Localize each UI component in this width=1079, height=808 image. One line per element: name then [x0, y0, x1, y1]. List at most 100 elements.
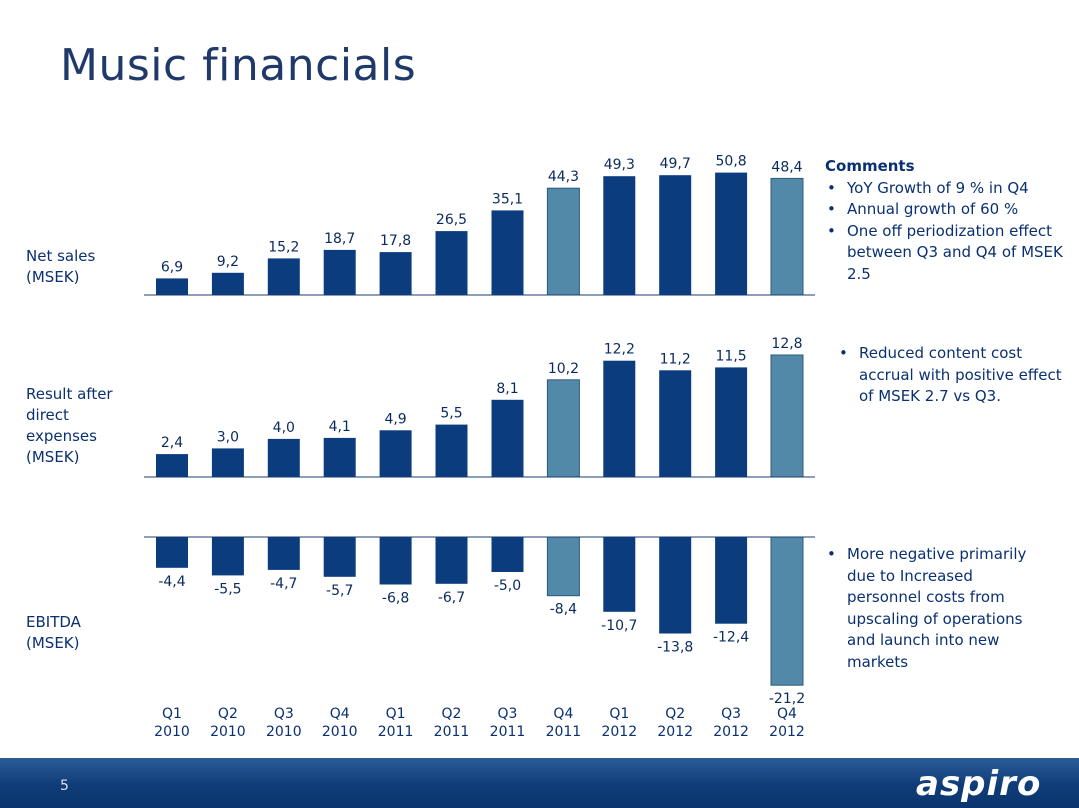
result-bar	[546, 379, 580, 478]
result-value-label: 10,2	[548, 361, 579, 377]
result-value-label: 3,0	[217, 429, 239, 445]
ebitda-label: EBITDA (MSEK)	[26, 613, 81, 652]
net_sales-value-label: 49,3	[604, 157, 635, 173]
x-tick-label: Q1 2012	[601, 706, 637, 740]
ebitda-bar	[715, 537, 748, 624]
ebitda-bar	[267, 537, 300, 570]
net_sales-bar	[211, 272, 244, 295]
result-value-label: 11,5	[716, 348, 747, 364]
result-value-label: 11,2	[660, 351, 691, 367]
ebitda-value-label: -6,8	[382, 591, 409, 607]
ebitda-value-label: -5,7	[326, 583, 353, 599]
ebitda-value-label: -4,7	[270, 576, 297, 592]
net_sales-value-label: 18,7	[324, 231, 355, 247]
x-tick-label: Q3 2012	[713, 706, 749, 740]
result-value-label: 5,5	[440, 406, 462, 422]
net_sales-bar	[379, 252, 412, 295]
result-value-label: 12,2	[604, 342, 635, 358]
ebitda-bar	[156, 537, 188, 568]
page-title: Music financials	[60, 40, 417, 91]
net_sales-bar	[546, 187, 580, 296]
net_sales-value-label: 6,9	[161, 259, 183, 275]
x-tick-label: Q4 2012	[769, 706, 805, 740]
result-bar	[379, 430, 412, 477]
x-tick-label: Q3 2010	[266, 706, 302, 740]
ebitda-value-label: -8,4	[550, 602, 577, 618]
net_sales-value-label: 9,2	[217, 254, 239, 270]
result-bar	[770, 354, 804, 478]
net-sales-label: Net sales (MSEK)	[26, 247, 96, 286]
result-bar	[211, 448, 244, 477]
result-value-label: 4,9	[384, 411, 406, 427]
comment-bullet: Annual growth of 60 %	[825, 199, 1065, 221]
comment-bullet: More negative primarily due to Increased…	[825, 544, 1050, 673]
result-bar	[659, 370, 692, 477]
result-bar	[715, 367, 748, 477]
comment-bullet: YoY Growth of 9 % in Q4	[825, 178, 1065, 200]
ebitda-value-label: -5,0	[494, 578, 521, 594]
net_sales-bar	[435, 231, 468, 295]
result-comments: Reduced content cost accrual with positi…	[837, 343, 1073, 408]
result-value-label: 2,4	[161, 435, 183, 451]
x-tick-label: Q2 2012	[657, 706, 693, 740]
net_sales-bar	[715, 172, 748, 295]
net_sales-bar	[603, 176, 636, 295]
x-tick-label: Q4 2011	[546, 706, 582, 740]
ebitda-bar	[659, 537, 692, 634]
comments-heading: Comments	[825, 157, 915, 175]
result-label: Result after direct expenses (MSEK)	[26, 385, 113, 466]
ebitda-value-label: -6,7	[438, 590, 465, 606]
ebitda-value-label: -10,7	[601, 618, 637, 634]
page-number: 5	[60, 778, 69, 794]
aspiro-logo: aspiro	[916, 764, 1042, 804]
result-bar	[603, 360, 636, 477]
net-sales-comments: Comments YoY Growth of 9 % in Q4 Annual …	[825, 156, 1065, 285]
net_sales-bar	[770, 177, 804, 296]
result-bar	[435, 424, 468, 477]
result-bar	[323, 437, 356, 477]
net_sales-bar	[267, 258, 300, 295]
ebitda-bar	[379, 537, 412, 585]
ebitda-value-label: -13,8	[657, 640, 693, 656]
net_sales-value-label: 17,8	[380, 233, 411, 249]
ebitda-value-label: -5,5	[214, 581, 241, 597]
comment-bullet: One off periodization effect between Q3 …	[825, 221, 1065, 286]
ebitda-bar	[603, 537, 636, 612]
result-bar	[267, 438, 300, 477]
result-bar	[156, 454, 188, 477]
ebitda-bar	[435, 537, 468, 584]
x-tick-label: Q4 2010	[322, 706, 358, 740]
ebitda-value-label: -21,2	[769, 691, 805, 707]
net_sales-value-label: 48,4	[771, 159, 802, 175]
net_sales-bar	[156, 278, 188, 295]
result-bar	[491, 399, 524, 477]
x-tick-label: Q1 2010	[154, 706, 190, 740]
ebitda-bar	[770, 536, 804, 686]
x-tick-label: Q2 2010	[210, 706, 246, 740]
x-tick-label: Q1 2011	[378, 706, 414, 740]
result-value-label: 4,1	[329, 419, 351, 435]
ebitda-comments: More negative primarily due to Increased…	[825, 544, 1050, 673]
result-value-label: 8,1	[496, 381, 518, 397]
ebitda-bar	[491, 537, 524, 572]
x-tick-label: Q2 2011	[434, 706, 470, 740]
ebitda-bar	[546, 536, 580, 597]
ebitda-bar	[323, 537, 356, 577]
ebitda-value-label: -12,4	[713, 630, 749, 646]
footer-bar: 5 aspiro	[0, 758, 1079, 808]
ebitda-value-label: -4,4	[158, 574, 185, 590]
net_sales-bar	[323, 249, 356, 295]
net_sales-value-label: 26,5	[436, 212, 467, 228]
net_sales-value-label: 15,2	[268, 239, 299, 255]
net_sales-bar	[659, 175, 692, 295]
net_sales-value-label: 35,1	[492, 191, 523, 207]
result-value-label: 12,8	[771, 336, 802, 352]
net_sales-value-label: 50,8	[716, 154, 747, 170]
net_sales-value-label: 44,3	[548, 169, 579, 185]
net_sales-bar	[491, 210, 524, 295]
comment-bullet: Reduced content cost accrual with positi…	[837, 343, 1073, 408]
result-value-label: 4,0	[273, 420, 295, 436]
x-tick-label: Q3 2011	[490, 706, 526, 740]
financials-chart: 6,9 9,2 15,2 18,7 17,8 26,5 35,1 44,3 49,3 49,7 50…	[144, 154, 815, 740]
net_sales-value-label: 49,7	[660, 156, 691, 172]
